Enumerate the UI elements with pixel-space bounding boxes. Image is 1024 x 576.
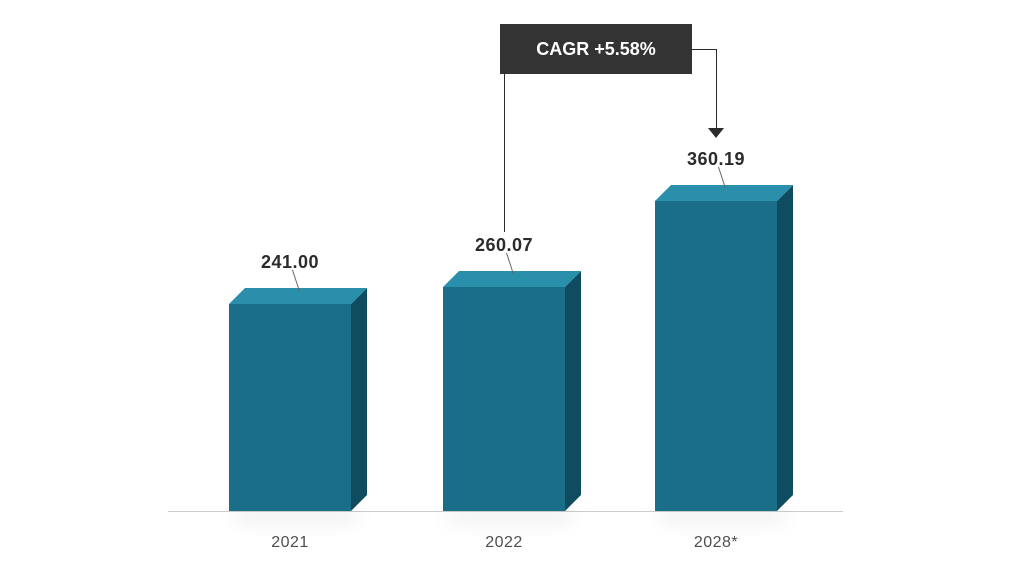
value-label-1: 260.07 [424,235,584,256]
bar-0 [229,304,351,511]
x-label-1: 2022 [434,534,574,552]
x-label-0: 2021 [220,534,360,552]
value-label-0: 241.00 [210,252,370,273]
value-label-2: 360.19 [636,149,796,170]
bar-1 [443,287,565,511]
x-label-2: 2028* [646,534,786,552]
chart-stage: 241.00 2021 260.07 2022 360.19 2028* CAGR +5.5… [0,0,1024,576]
baseline [168,511,843,512]
connector-horizontal [692,49,716,50]
cagr-badge: CAGR +5.58% [500,24,692,74]
connector-vertical-left [504,49,505,232]
connector-arrowhead [708,128,724,138]
connector-vertical-right [716,49,717,128]
cagr-badge-text: CAGR +5.58% [536,39,656,60]
bar-2 [655,201,777,511]
